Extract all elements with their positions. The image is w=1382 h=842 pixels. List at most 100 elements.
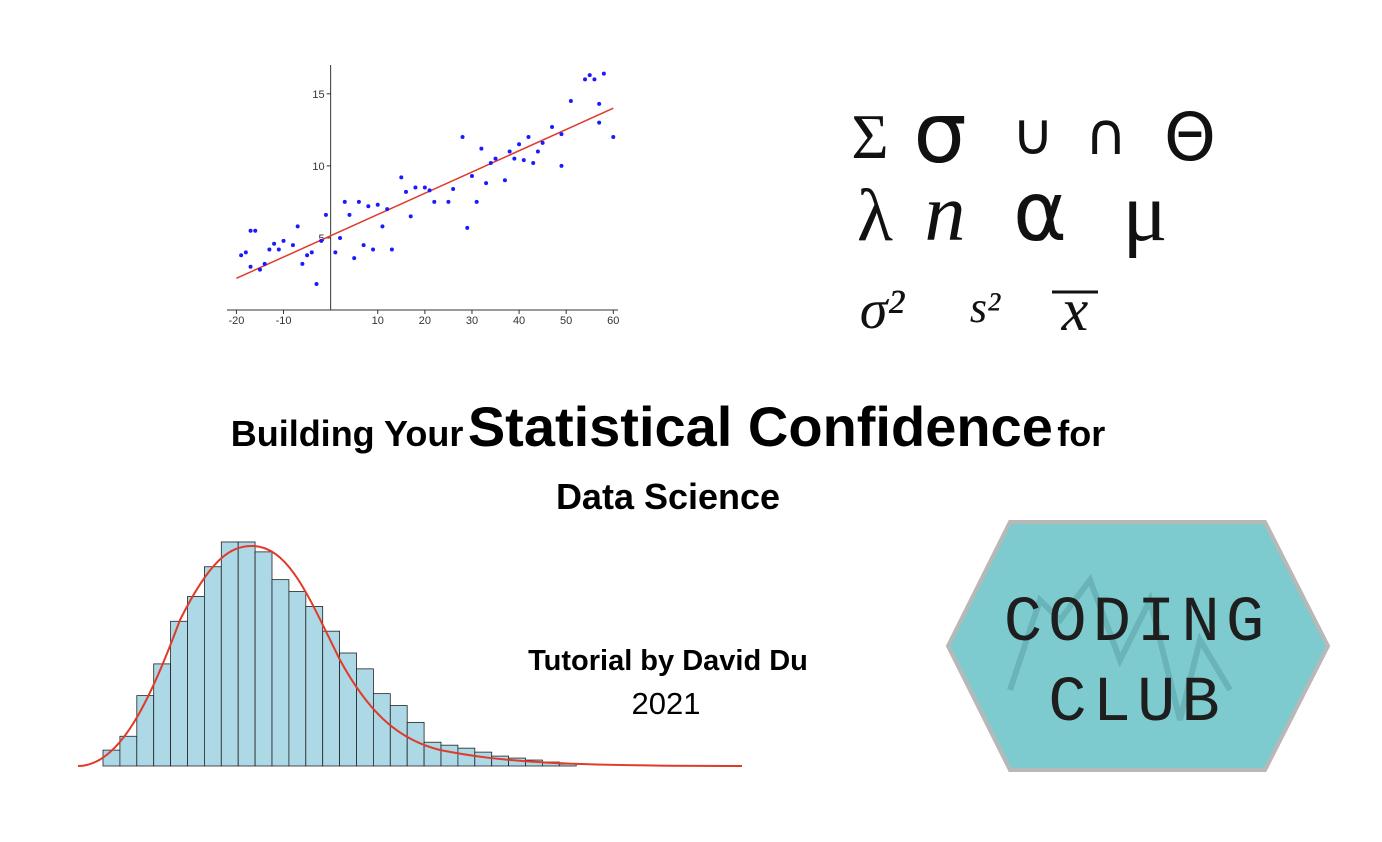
bar: [203, 566, 222, 767]
symbol: λ: [857, 175, 893, 257]
symbol: Σ: [851, 101, 888, 172]
point: [568, 99, 573, 104]
x-tick-label: 60: [607, 315, 619, 327]
symbol: n: [925, 167, 966, 258]
x-tick-label: 40: [513, 315, 525, 327]
histogram: [102, 541, 577, 767]
author: Tutorial by David Du: [528, 645, 808, 677]
point: [469, 173, 474, 178]
point: [385, 207, 390, 212]
bar: [220, 541, 239, 767]
symbol: ∩: [1085, 100, 1127, 168]
point: [484, 181, 489, 186]
symbol: Θ: [1164, 99, 1216, 176]
point: [361, 243, 366, 248]
point: [521, 158, 526, 163]
bar: [356, 668, 374, 767]
y-tick-label: 10: [312, 161, 324, 173]
point: [300, 261, 305, 266]
symbol: α: [1013, 165, 1067, 260]
logo-text: CODING: [1004, 588, 1270, 660]
bar: [136, 695, 155, 767]
point: [531, 161, 536, 165]
point: [323, 212, 328, 217]
symbol: ∪: [1012, 100, 1054, 168]
bar: [288, 591, 307, 767]
point: [488, 161, 493, 165]
bar: [102, 749, 121, 767]
x-tick-label: -10: [276, 315, 292, 327]
point: [474, 199, 479, 204]
point: [465, 225, 470, 230]
x-tick-label: -20: [228, 315, 244, 327]
point: [592, 77, 597, 82]
point: [248, 228, 253, 233]
point: [493, 156, 498, 161]
bar: [237, 541, 256, 767]
point: [540, 140, 545, 145]
trend-line: [236, 107, 614, 279]
point: [507, 149, 512, 154]
point: [413, 185, 418, 190]
point: [290, 243, 295, 248]
heading-part: Statistical Confidence: [468, 395, 1053, 458]
point: [597, 120, 602, 125]
point: [399, 175, 404, 180]
point: [611, 135, 616, 140]
bar: [440, 744, 459, 767]
point: [587, 73, 592, 78]
point: [517, 142, 522, 147]
point: [347, 212, 352, 217]
year: 2021: [632, 686, 701, 721]
heading-part: for: [1057, 413, 1105, 454]
point: [432, 199, 437, 204]
point: [248, 264, 253, 269]
point: [262, 261, 267, 266]
point: [253, 228, 258, 233]
point: [366, 204, 371, 209]
point: [281, 238, 286, 243]
point: [559, 132, 564, 137]
point: [309, 250, 314, 255]
point: [427, 188, 432, 193]
logo-hexagon: [945, 520, 1331, 772]
heading-part: Building Your: [231, 413, 464, 454]
point: [243, 250, 248, 255]
point: [583, 77, 588, 82]
symbol: σ: [913, 84, 966, 182]
point: [512, 156, 517, 161]
point: [601, 71, 606, 76]
bar: [271, 579, 290, 767]
heading-line2: Data Science: [556, 476, 780, 517]
symbol: x: [1061, 277, 1089, 343]
symbol: σ²: [860, 279, 906, 341]
point: [535, 149, 540, 154]
symbol: μ: [1122, 166, 1167, 259]
point: [422, 185, 427, 190]
bar: [170, 620, 188, 767]
density-curve: [77, 544, 743, 767]
bar: [372, 693, 391, 767]
logo-text: CLUB: [1048, 668, 1226, 740]
point: [451, 186, 456, 191]
bar: [119, 735, 138, 767]
point: [356, 199, 361, 204]
point: [380, 224, 385, 229]
x-tick-label: 50: [560, 315, 572, 327]
point: [333, 250, 338, 255]
point: [239, 253, 244, 258]
point: [319, 238, 324, 243]
point: [371, 247, 376, 252]
point: [338, 235, 343, 240]
bar: [187, 596, 205, 767]
point: [389, 247, 394, 252]
point: [314, 282, 319, 287]
bar: [474, 751, 493, 767]
bar: [457, 747, 476, 767]
point: [276, 247, 281, 252]
x-tick-label: 10: [372, 315, 384, 327]
point: [559, 163, 564, 168]
bar: [305, 606, 324, 767]
